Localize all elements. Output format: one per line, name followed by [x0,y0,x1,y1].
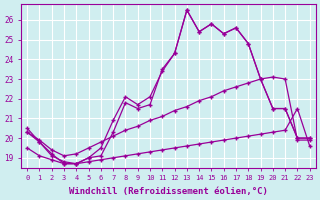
X-axis label: Windchill (Refroidissement éolien,°C): Windchill (Refroidissement éolien,°C) [69,187,268,196]
